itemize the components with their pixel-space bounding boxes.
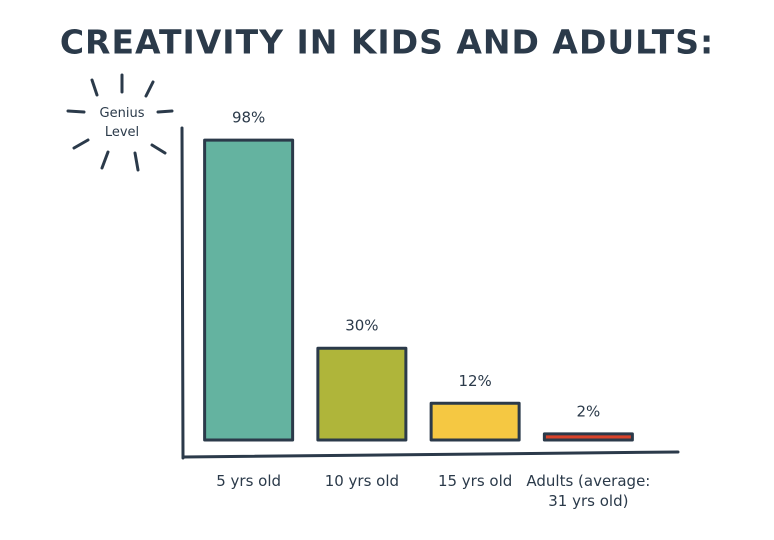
- sunburst: [66, 73, 174, 172]
- annotation: Genius Level: [99, 106, 145, 140]
- value-label: 2%: [576, 402, 600, 420]
- x-tick-label: Adults (average: 31 yrs old): [526, 472, 651, 510]
- bar: [429, 401, 521, 442]
- x-tick-label: 10 yrs old: [324, 472, 400, 490]
- y-axis: [180, 126, 185, 460]
- value-label: 12%: [458, 372, 491, 390]
- value-label: 30%: [345, 317, 378, 335]
- bar: [542, 432, 634, 442]
- x-tick-label: 5 yrs old: [216, 472, 282, 490]
- x-axis: [181, 450, 680, 459]
- x-tick-label: 15 yrs old: [437, 472, 513, 490]
- chart-title: CREATIVITY IN KIDS AND ADULTS:: [60, 23, 714, 62]
- bar: [316, 346, 408, 442]
- value-label: 98%: [232, 109, 265, 127]
- bar: [203, 138, 295, 442]
